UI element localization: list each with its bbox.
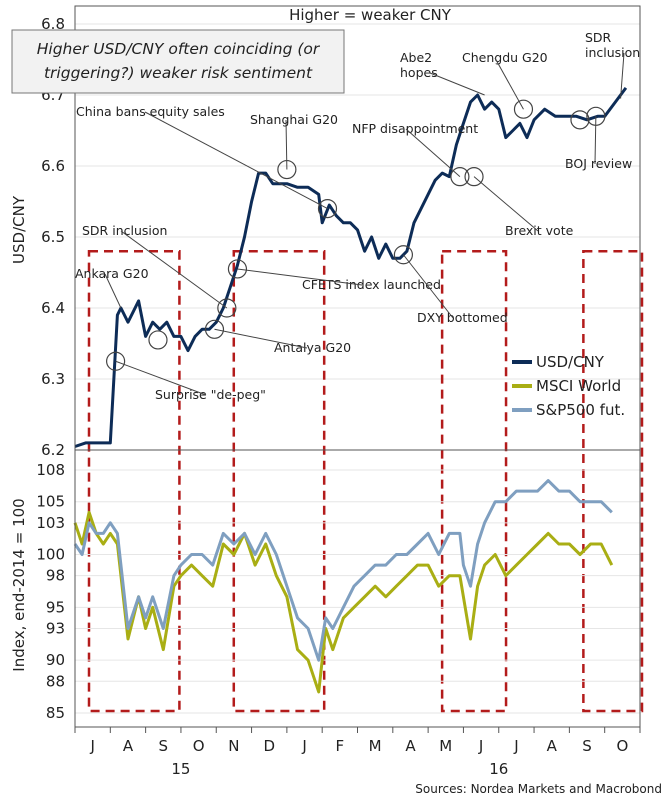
annotation-leader [494,57,524,110]
annotation-leader [473,176,539,232]
annotation-marker [450,167,470,187]
x-tick-label: O [193,737,205,755]
top-y-tick-label: 6.6 [41,157,65,175]
event-window-box [440,249,508,713]
x-tick-label: D [263,737,275,755]
annotation-label: CFETS index launched [302,277,441,292]
annotation-label: Antalya G20 [274,340,351,355]
annotation-label: NFP disappointment [352,121,478,136]
bottom-y-tick-label: 105 [36,493,65,511]
x-tick-label: M [369,737,382,755]
top-y-tick-label: 6.4 [41,299,65,317]
top-y-tick-label: 6.8 [41,15,65,33]
annotation-marker [204,319,225,339]
series-msci-world-line [73,510,614,694]
annotation-label: BOJ review [565,156,632,171]
annotation-leader [144,111,328,210]
x-tick-label: A [123,737,134,755]
annotation-leader [403,254,454,319]
legend: USD/CNY MSCI World S&P500 fut. [512,353,625,419]
top-y-tick-label: 6.5 [41,228,65,246]
source-note: Sources: Nordea Markets and Macrobond [415,782,662,796]
top-y-tick-label: 6.3 [41,370,65,388]
legend-label: S&P500 fut. [536,401,625,419]
annotation-label: hopes [400,65,438,80]
annotation-label: Surprise "de-peg" [155,387,266,402]
x-tick-label: A [547,737,558,755]
bottom-plot-frame [74,449,641,728]
bottom-y-label: Index, end-2014 = 100 [10,498,28,671]
annotation-marker [317,199,338,219]
bottom-y-tick-label: 90 [46,651,65,669]
callout-line-1: Higher USD/CNY often coinciding (or [37,40,321,58]
callout-box: Higher USD/CNY often coinciding (or trig… [11,29,345,94]
x-tick-label: F [336,737,345,755]
callout-line-2: triggering?) weaker risk sentiment [44,64,313,82]
bottom-y-tick-label: 98 [46,567,65,585]
annotation-leader [429,72,485,96]
annotation-marker [148,330,168,350]
x-tick-label: J [513,737,518,755]
annotation-leader [285,119,288,170]
x-tick-label: S [159,737,169,755]
annotation-leader [405,128,461,178]
annotation-marker [393,245,414,265]
bottom-y-tick-label: 103 [36,514,65,532]
top-y-tick-label: 6.2 [41,441,65,459]
event-window-box [582,249,644,713]
x-tick-label: S [582,737,592,755]
x-tick-label: J [89,737,94,755]
bottom-y-tick-label: 85 [46,704,65,722]
series-s-p500-fut-line [73,479,613,662]
annotation-leader [620,52,625,99]
x-axis: J A S O N D J F M A M J J A S O15 16 [74,726,641,778]
annotation-marker [464,167,484,187]
top-title: Higher = weaker CNY [289,6,452,24]
series-usdcny-line [74,87,628,448]
bottom-panel: 85 88 90 93 95 98 100 103 105 108 Index, end-2014… [10,449,641,728]
annotation-leader [120,230,228,309]
legend-label: MSCI World [536,377,621,395]
legend-label: USD/CNY [536,353,605,371]
annotation-label: SDR inclusion [82,223,167,238]
annotation-label: Ankara G20 [75,266,149,281]
annotation-marker [106,351,126,371]
annotation-leader [237,268,363,286]
annotation-marker [227,259,248,279]
annotation-marker [570,110,590,130]
annotation-marker [513,99,534,119]
x-tick-label: N [228,737,239,755]
annotation-label: Brexit vote [505,223,574,238]
annotation-label: China bans equity sales [76,104,225,119]
annotation-label: inclusion [585,45,640,60]
annotation-leader [214,328,308,349]
annotation-label: DXY bottomed [417,310,508,325]
annotation-marker [217,298,237,318]
x-year-label: 16 [489,760,508,778]
x-year-label: 15 [171,760,190,778]
x-tick-label: M [439,737,452,755]
annotation-label: SDR [585,30,612,45]
event-window-box [232,249,326,713]
bottom-y-tick-label: 95 [46,598,65,616]
bottom-y-tick-label: 108 [36,461,65,479]
annotation-leader [594,116,597,165]
bottom-y-tick-label: 100 [36,546,65,564]
annotation-leader [115,360,207,396]
annotation-label: Chengdu G20 [462,50,548,65]
x-tick-label: O [616,737,628,755]
event-window-box [87,249,181,713]
bottom-y-tick-label: 88 [46,672,65,690]
bottom-y-tick-label: 93 [46,619,65,637]
x-tick-label: J [478,737,483,755]
top-y-label: USD/CNY [10,195,28,264]
annotation-label: Abe2 [400,50,432,65]
x-tick-label: J [301,737,306,755]
annotation-leader [104,273,122,309]
annotation-label: Shanghai G20 [250,112,338,127]
x-tick-label: A [405,737,416,755]
